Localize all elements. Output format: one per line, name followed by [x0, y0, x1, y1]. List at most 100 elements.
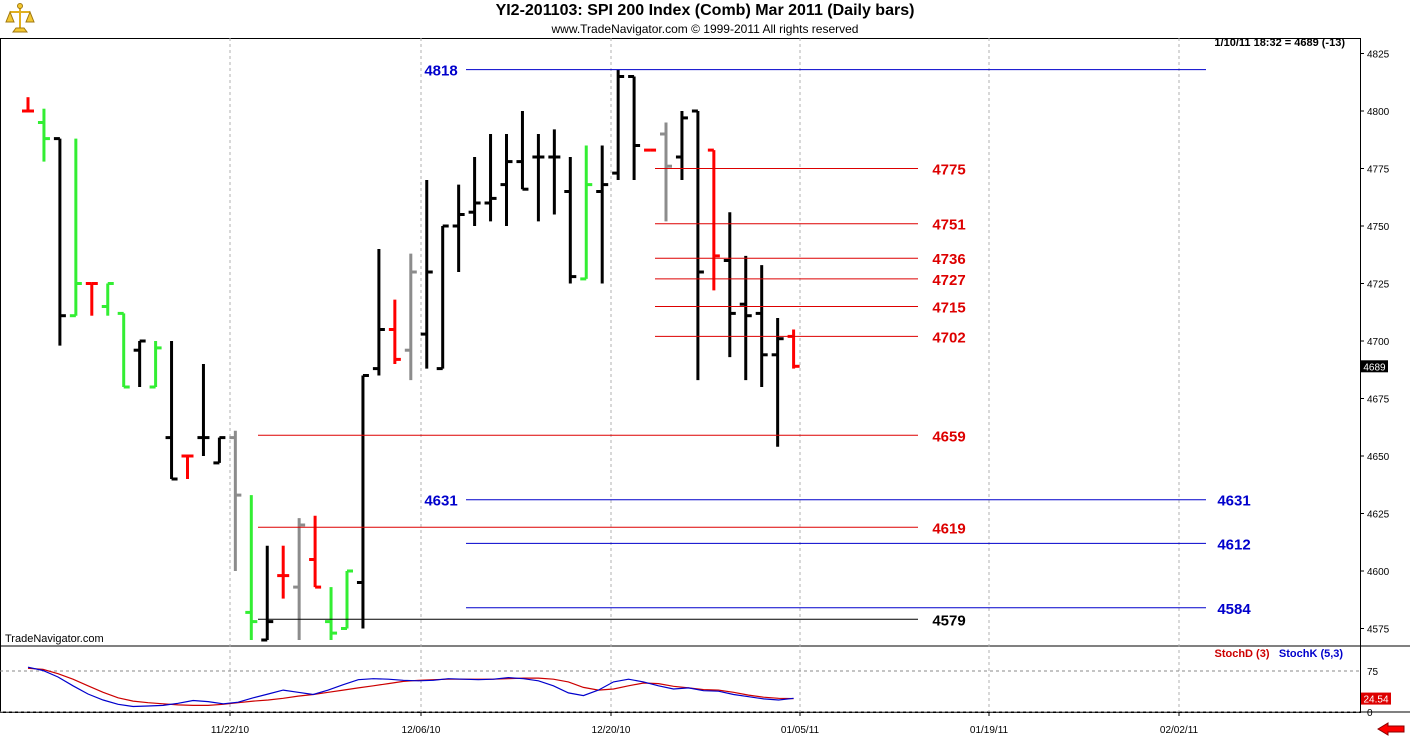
level-label: 4612: [1217, 536, 1250, 553]
level-line-4818: 4818: [424, 63, 1206, 80]
ohlc-bar: [341, 569, 353, 630]
ohlc-bar: [53, 137, 66, 346]
ohlc-bar: [165, 341, 178, 481]
level-line-4736: 4736: [655, 251, 966, 268]
ohlc-bar: [628, 75, 641, 180]
level-label: 4736: [932, 251, 965, 268]
price-tick-label: 4600: [1367, 567, 1390, 578]
ohlc-bars: [22, 69, 800, 642]
ohlc-bar: [468, 157, 481, 226]
ohlc-bar: [85, 282, 98, 316]
level-label: 4584: [1217, 601, 1251, 618]
level-label: 4715: [932, 300, 965, 317]
ohlc-bar: [277, 545, 290, 599]
ohlc-bar: [755, 265, 768, 387]
ohlc-bar: [691, 109, 704, 381]
price-tick-label: 4675: [1367, 395, 1390, 406]
date-tick-label: 02/02/11: [1160, 725, 1199, 736]
price-tick-label: 4650: [1367, 452, 1390, 463]
scroll-left-arrow-icon[interactable]: [1376, 722, 1406, 736]
ohlc-bar: [660, 122, 672, 222]
ohlc-bar: [229, 430, 242, 571]
price-tick-label: 4775: [1367, 165, 1390, 176]
level-line-4619: 4619: [258, 520, 966, 537]
ohlc-bar: [500, 134, 513, 226]
chart-header: YI2-201103: SPI 200 Index (Comb) Mar 201…: [0, 0, 1410, 38]
price-tick-label: 4725: [1367, 280, 1390, 291]
level-label: 4631: [424, 493, 457, 510]
ohlc-bar: [484, 134, 497, 222]
level-label: 4727: [932, 272, 965, 289]
ohlc-bar: [213, 436, 226, 465]
level-line-4702: 4702: [655, 329, 966, 346]
stoch-last-label: 24.54: [1363, 695, 1388, 706]
ohlc-bar: [372, 249, 385, 376]
ohlc-bar: [388, 299, 401, 364]
chart-grid: [229, 38, 1180, 712]
level-line-4751: 4751: [655, 217, 966, 234]
ohlc-bar: [596, 145, 609, 284]
date-axis: 11/22/10 12/06/10 12/20/10 01/05/11 01/19/11…: [211, 712, 1199, 736]
stoch-tick-label: 0: [1367, 708, 1373, 719]
ohlc-bar: [580, 145, 593, 281]
stoch-last-box: [1361, 692, 1391, 705]
ohlc-bar: [516, 111, 529, 191]
price-tick-label: 4750: [1367, 222, 1390, 233]
chart-title: YI2-201103: SPI 200 Index (Comb) Mar 201…: [495, 2, 915, 19]
level-line-4659: 4659: [258, 428, 966, 445]
level-label: 4659: [932, 428, 965, 445]
date-tick-label: 12/06/10: [402, 725, 441, 736]
stoch-tick-label: 75: [1367, 667, 1379, 678]
level-label: 4631: [1217, 493, 1250, 510]
price-tick-label: 4575: [1367, 625, 1390, 636]
date-tick-label: 01/05/11: [781, 725, 820, 736]
level-label: 4818: [424, 63, 457, 80]
ohlc-bar: [69, 138, 82, 318]
ohlc-bar: [452, 184, 465, 272]
ohlc-bar: [548, 129, 561, 215]
ohlc-bar: [404, 253, 417, 381]
ohlc-bar: [612, 69, 625, 180]
level-label: 4702: [932, 329, 965, 346]
ohlc-bar: [564, 157, 577, 284]
price-tick-label: 4625: [1367, 510, 1390, 521]
ohlc-bar: [261, 545, 274, 642]
ohlc-bar: [771, 318, 784, 447]
level-label: 4619: [932, 520, 965, 537]
quote-readout: 1/10/11 18:32 = 4689 (-13): [1214, 37, 1345, 49]
level-line-4775: 4775: [655, 162, 966, 179]
level-line-4715: 4715: [655, 300, 966, 317]
level-line-4631: 4631 4631: [424, 493, 1250, 510]
date-tick-label: 11/22/10: [211, 725, 250, 736]
level-label: 4775: [932, 162, 965, 179]
level-label: 4751: [932, 217, 965, 234]
level-label: 4579: [932, 612, 965, 629]
level-line-4579: 4579: [258, 612, 966, 629]
ohlc-bar: [37, 108, 50, 162]
ohlc-bar: [325, 587, 338, 640]
stochk-legend: StochK (5,3): [1279, 648, 1344, 660]
ohlc-bar: [356, 374, 369, 629]
price-axis: 4575 4600 4625 4650 4675 4700 4725 4750 4775 4800…: [1360, 50, 1390, 636]
ohlc-bar: [309, 515, 322, 589]
price-tick-label: 4700: [1367, 337, 1390, 348]
copyright-text: www.TradeNavigator.com © 1999-2011 All r…: [551, 22, 859, 36]
ohlc-bar: [739, 255, 752, 381]
level-line-4612: 4612: [466, 536, 1251, 553]
date-tick-label: 01/19/11: [970, 725, 1009, 736]
ohlc-bar: [245, 495, 258, 640]
price-tick-label: 4800: [1367, 107, 1390, 118]
ohlc-bar: [117, 311, 130, 389]
ohlc-bar: [293, 518, 306, 640]
last-price-box: [1361, 360, 1388, 373]
ohlc-bar: [181, 454, 194, 479]
level-line-4584: 4584: [466, 601, 1251, 618]
ohlc-bar: [149, 341, 162, 389]
watermark: TradeNavigator.com: [5, 633, 104, 645]
ohlc-bar: [133, 339, 146, 387]
panel-borders: [0, 38, 1410, 713]
level-line-4727: 4727: [655, 272, 966, 289]
ohlc-bar: [787, 329, 800, 369]
